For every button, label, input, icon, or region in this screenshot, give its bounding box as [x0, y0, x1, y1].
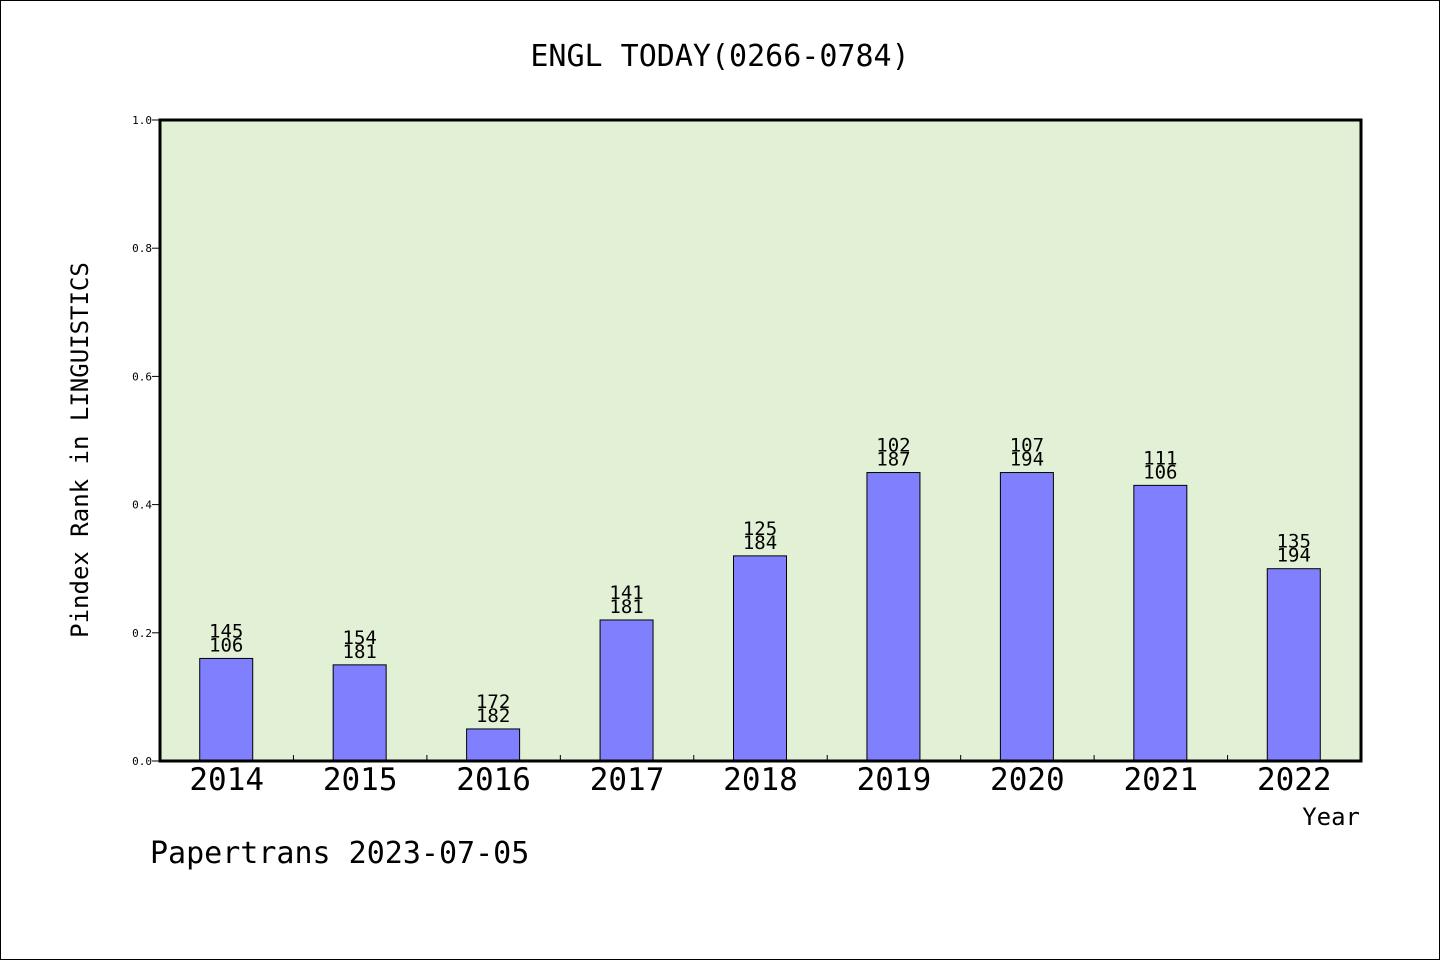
y-tick-label: 0.6	[132, 370, 152, 383]
bar-label-top: 145	[209, 620, 243, 642]
bar	[1133, 484, 1188, 762]
chart-title: ENGL TODAY(0266-0784)	[530, 39, 909, 74]
bar-label-top: 125	[743, 518, 777, 540]
bar-label-bottom: 106	[209, 634, 243, 656]
y-tick-label: 0.4	[132, 499, 152, 512]
y-axis-label: Pindex Rank in LINGUISTICS	[66, 262, 94, 638]
bar-label-bottom: 182	[476, 705, 510, 727]
bar-label-top: 141	[609, 582, 643, 604]
x-tick-label: 2021	[1124, 762, 1199, 798]
bar-label-top: 135	[1277, 531, 1311, 553]
bar-label-top: 154	[343, 627, 377, 649]
bar-label-bottom: 181	[609, 596, 643, 618]
bar	[466, 728, 521, 762]
bar-label-bottom: 181	[343, 641, 377, 663]
x-axis-label: Year	[1302, 803, 1360, 831]
bar-label-bottom: 106	[1143, 461, 1177, 483]
footer-credit: Papertrans 2023-07-05	[150, 836, 529, 871]
bar	[599, 619, 654, 762]
plot-border	[158, 118, 1363, 763]
x-tick-label: 2018	[723, 762, 798, 798]
bar	[999, 472, 1054, 762]
x-tick-label: 2016	[456, 762, 531, 798]
y-tick-label: 1.0	[132, 114, 152, 127]
x-tick-label: 2015	[323, 762, 398, 798]
bar	[866, 472, 921, 762]
y-axis-ticks: 0.0 0.2 0.4 0.6 0.8 1.0	[132, 114, 160, 768]
bar-label-bottom: 194	[1010, 449, 1044, 471]
bar-label-bottom: 184	[743, 532, 777, 554]
bar	[733, 555, 787, 762]
bar-label-bottom: 194	[1277, 545, 1311, 567]
x-tick-label: 2020	[990, 762, 1065, 798]
x-tick-label: 2014	[189, 762, 264, 798]
x-tick-label: 2017	[590, 762, 665, 798]
y-tick-label: 0.8	[132, 242, 152, 255]
bar-label-top: 111	[1143, 447, 1177, 469]
bar	[332, 664, 387, 762]
bar	[1266, 568, 1321, 762]
x-tick-label: 2019	[857, 762, 932, 798]
bar-label-bottom: 187	[876, 449, 910, 471]
bar-label-top: 102	[876, 435, 910, 457]
x-axis-ticks: 2014 2015 2016 2017 2018 2019 2020 2021 2022	[189, 755, 1332, 798]
x-tick-label: 2022	[1257, 762, 1332, 798]
bar-label-top: 107	[1010, 435, 1044, 457]
y-tick-label: 0.2	[132, 627, 152, 640]
bar-label-top: 172	[476, 691, 510, 713]
bar	[199, 657, 254, 762]
y-tick-label: 0.0	[132, 755, 152, 768]
